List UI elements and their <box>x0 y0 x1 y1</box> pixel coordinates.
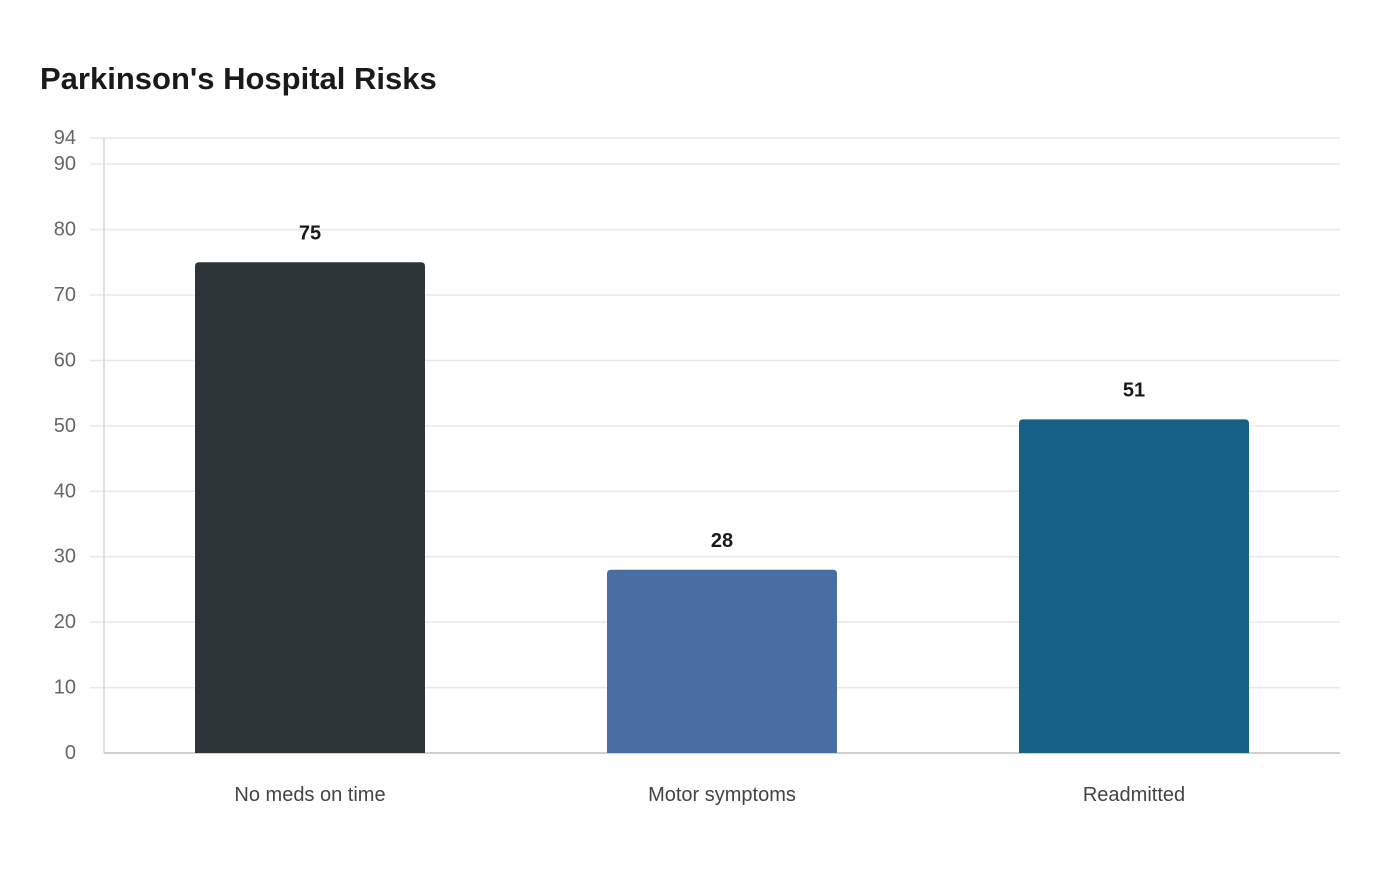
y-tick-label: 70 <box>54 284 76 306</box>
y-tick-label: 20 <box>54 611 76 633</box>
y-tick-label: 50 <box>54 415 76 437</box>
y-tick-label: 90 <box>54 153 76 175</box>
chart-title: Parkinson's Hospital Risks <box>40 61 437 96</box>
y-tick-label: 40 <box>54 480 76 502</box>
category-label: No meds on time <box>234 784 385 806</box>
bars <box>195 262 1249 753</box>
value-label: 75 <box>299 222 321 244</box>
y-tick-label: 30 <box>54 546 76 568</box>
x-axis-categories: No meds on time Motor symptoms Readmitted <box>234 784 1185 806</box>
bar-readmitted <box>1019 419 1249 753</box>
bar-no-meds-on-time <box>195 262 425 753</box>
y-axis-ticks: 0 10 20 30 40 50 60 70 80 90 94 <box>54 127 76 764</box>
y-tick-label: 0 <box>65 742 76 764</box>
value-labels: 75 28 51 <box>299 222 1145 552</box>
value-label: 28 <box>711 530 733 552</box>
bar-motor-symptoms <box>607 569 837 753</box>
y-tick-label: 80 <box>54 219 76 241</box>
category-label: Motor symptoms <box>648 784 796 806</box>
value-label: 51 <box>1123 379 1145 401</box>
category-label: Readmitted <box>1083 784 1185 806</box>
y-tick-label: 94 <box>54 127 76 149</box>
y-tick-label: 10 <box>54 677 76 699</box>
y-tick-label: 60 <box>54 349 76 371</box>
